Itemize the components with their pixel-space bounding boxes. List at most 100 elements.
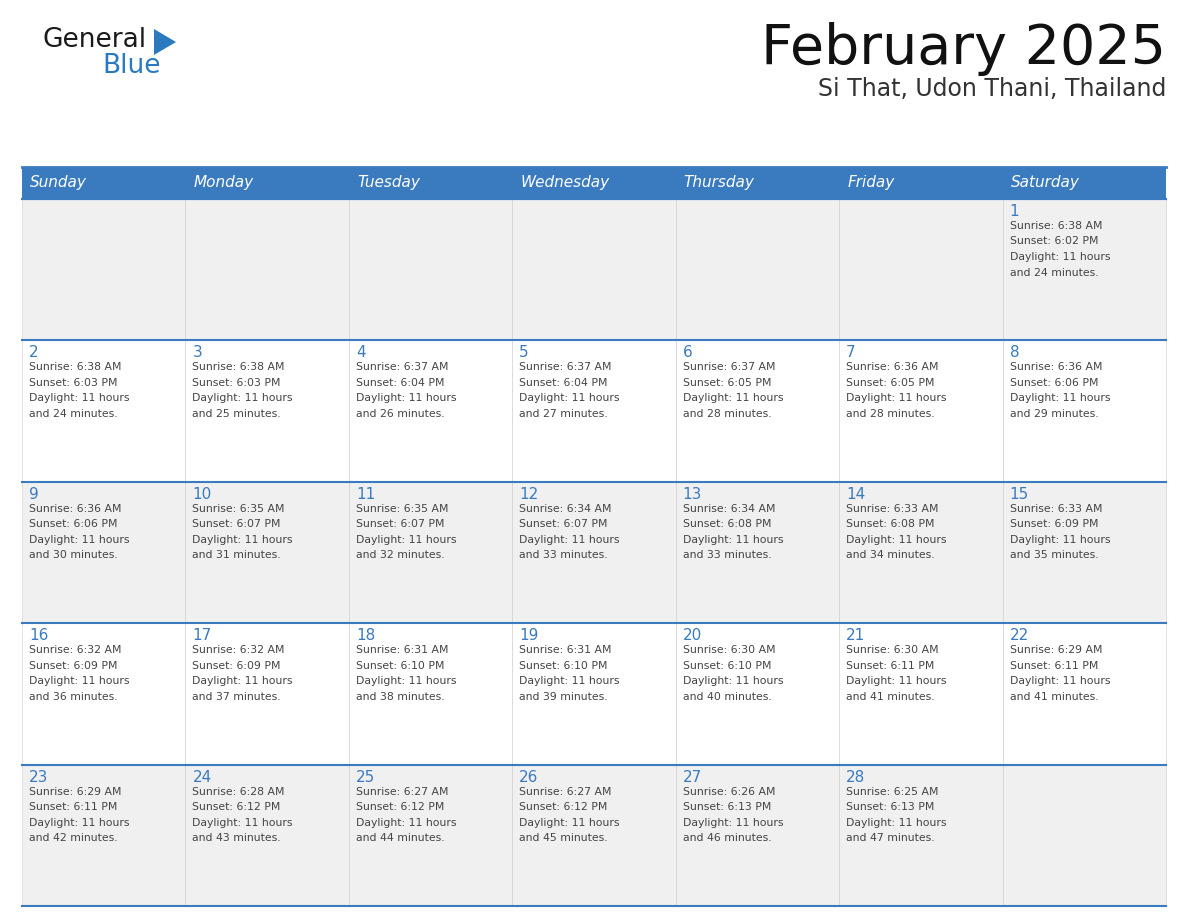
Text: 7: 7 <box>846 345 855 361</box>
Text: Daylight: 11 hours: Daylight: 11 hours <box>356 535 456 544</box>
Text: 5: 5 <box>519 345 529 361</box>
Text: 8: 8 <box>1010 345 1019 361</box>
Text: General: General <box>42 27 146 53</box>
Text: Sunrise: 6:27 AM: Sunrise: 6:27 AM <box>356 787 448 797</box>
Text: Tuesday: Tuesday <box>356 175 419 191</box>
Text: 1: 1 <box>1010 204 1019 219</box>
Bar <box>512 341 676 482</box>
Text: and 24 minutes.: and 24 minutes. <box>29 409 118 419</box>
Bar <box>349 623 512 765</box>
Text: and 40 minutes.: and 40 minutes. <box>683 691 771 701</box>
Text: and 27 minutes.: and 27 minutes. <box>519 409 608 419</box>
Text: 21: 21 <box>846 628 865 644</box>
Text: Daylight: 11 hours: Daylight: 11 hours <box>846 535 947 544</box>
Text: Sunset: 6:09 PM: Sunset: 6:09 PM <box>192 661 280 671</box>
Bar <box>1003 765 1165 906</box>
Polygon shape <box>154 29 176 55</box>
Text: Sunset: 6:03 PM: Sunset: 6:03 PM <box>29 378 118 388</box>
Text: Sunrise: 6:34 AM: Sunrise: 6:34 AM <box>519 504 612 514</box>
Text: Monday: Monday <box>194 175 253 191</box>
Text: Sunset: 6:13 PM: Sunset: 6:13 PM <box>683 802 771 812</box>
Text: 20: 20 <box>683 628 702 644</box>
Text: Sunset: 6:12 PM: Sunset: 6:12 PM <box>192 802 280 812</box>
Text: 19: 19 <box>519 628 538 644</box>
Text: 18: 18 <box>356 628 375 644</box>
Bar <box>349 482 512 623</box>
Text: Daylight: 11 hours: Daylight: 11 hours <box>1010 535 1110 544</box>
Text: February 2025: February 2025 <box>762 22 1165 76</box>
Text: Daylight: 11 hours: Daylight: 11 hours <box>1010 252 1110 262</box>
Text: Sunrise: 6:36 AM: Sunrise: 6:36 AM <box>1010 363 1102 373</box>
Text: Sunrise: 6:33 AM: Sunrise: 6:33 AM <box>1010 504 1102 514</box>
Text: Sunrise: 6:35 AM: Sunrise: 6:35 AM <box>192 504 285 514</box>
Text: 25: 25 <box>356 769 375 785</box>
Text: and 41 minutes.: and 41 minutes. <box>1010 691 1098 701</box>
Text: 23: 23 <box>29 769 49 785</box>
Bar <box>676 482 839 623</box>
Text: Sunrise: 6:32 AM: Sunrise: 6:32 AM <box>192 645 285 655</box>
Text: and 34 minutes.: and 34 minutes. <box>846 550 935 560</box>
Text: and 30 minutes.: and 30 minutes. <box>29 550 118 560</box>
Text: Sunset: 6:05 PM: Sunset: 6:05 PM <box>683 378 771 388</box>
Text: Sunrise: 6:30 AM: Sunrise: 6:30 AM <box>846 645 939 655</box>
Bar <box>349 765 512 906</box>
Bar <box>23 341 185 482</box>
Text: Sunrise: 6:32 AM: Sunrise: 6:32 AM <box>29 645 121 655</box>
Text: Daylight: 11 hours: Daylight: 11 hours <box>29 818 129 828</box>
Text: Sunset: 6:10 PM: Sunset: 6:10 PM <box>519 661 608 671</box>
Text: Sunset: 6:03 PM: Sunset: 6:03 PM <box>192 378 280 388</box>
Text: Daylight: 11 hours: Daylight: 11 hours <box>29 677 129 686</box>
Text: Sunrise: 6:30 AM: Sunrise: 6:30 AM <box>683 645 776 655</box>
Text: Sunrise: 6:38 AM: Sunrise: 6:38 AM <box>1010 221 1102 231</box>
Text: Daylight: 11 hours: Daylight: 11 hours <box>519 394 620 403</box>
Bar <box>349 167 512 199</box>
Text: 15: 15 <box>1010 487 1029 502</box>
Bar <box>185 341 349 482</box>
Text: Daylight: 11 hours: Daylight: 11 hours <box>356 677 456 686</box>
Bar <box>676 623 839 765</box>
Text: Sunset: 6:08 PM: Sunset: 6:08 PM <box>683 520 771 530</box>
Text: Sunrise: 6:29 AM: Sunrise: 6:29 AM <box>29 787 121 797</box>
Text: Friday: Friday <box>847 175 895 191</box>
Text: and 32 minutes.: and 32 minutes. <box>356 550 444 560</box>
Text: Saturday: Saturday <box>1011 175 1080 191</box>
Bar <box>512 623 676 765</box>
Text: Daylight: 11 hours: Daylight: 11 hours <box>356 394 456 403</box>
Text: 26: 26 <box>519 769 538 785</box>
Text: Sunset: 6:09 PM: Sunset: 6:09 PM <box>29 661 118 671</box>
Bar <box>185 765 349 906</box>
Text: 13: 13 <box>683 487 702 502</box>
Text: and 38 minutes.: and 38 minutes. <box>356 691 444 701</box>
Text: and 35 minutes.: and 35 minutes. <box>1010 550 1098 560</box>
Bar <box>839 765 1003 906</box>
Text: Sunset: 6:05 PM: Sunset: 6:05 PM <box>846 378 935 388</box>
Text: 2: 2 <box>29 345 39 361</box>
Text: 17: 17 <box>192 628 211 644</box>
Text: 16: 16 <box>29 628 49 644</box>
Text: Sunset: 6:11 PM: Sunset: 6:11 PM <box>29 802 118 812</box>
Bar <box>23 199 185 341</box>
Text: Sunset: 6:13 PM: Sunset: 6:13 PM <box>846 802 935 812</box>
Text: Daylight: 11 hours: Daylight: 11 hours <box>683 394 783 403</box>
Text: Sunset: 6:06 PM: Sunset: 6:06 PM <box>29 520 118 530</box>
Text: and 44 minutes.: and 44 minutes. <box>356 834 444 843</box>
Text: and 25 minutes.: and 25 minutes. <box>192 409 282 419</box>
Text: Sunset: 6:11 PM: Sunset: 6:11 PM <box>846 661 935 671</box>
Text: Daylight: 11 hours: Daylight: 11 hours <box>192 394 293 403</box>
Text: Sunrise: 6:28 AM: Sunrise: 6:28 AM <box>192 787 285 797</box>
Text: and 24 minutes.: and 24 minutes. <box>1010 267 1098 277</box>
Bar <box>512 765 676 906</box>
Text: Sunrise: 6:34 AM: Sunrise: 6:34 AM <box>683 504 776 514</box>
Text: 3: 3 <box>192 345 202 361</box>
Text: Sunset: 6:07 PM: Sunset: 6:07 PM <box>192 520 280 530</box>
Text: Sunset: 6:10 PM: Sunset: 6:10 PM <box>683 661 771 671</box>
Text: Sunset: 6:04 PM: Sunset: 6:04 PM <box>519 378 608 388</box>
Text: Daylight: 11 hours: Daylight: 11 hours <box>1010 394 1110 403</box>
Text: Sunrise: 6:35 AM: Sunrise: 6:35 AM <box>356 504 448 514</box>
Text: Thursday: Thursday <box>684 175 754 191</box>
Text: Daylight: 11 hours: Daylight: 11 hours <box>683 818 783 828</box>
Text: and 31 minutes.: and 31 minutes. <box>192 550 282 560</box>
Bar <box>185 482 349 623</box>
Text: and 33 minutes.: and 33 minutes. <box>519 550 608 560</box>
Text: Sunrise: 6:36 AM: Sunrise: 6:36 AM <box>29 504 121 514</box>
